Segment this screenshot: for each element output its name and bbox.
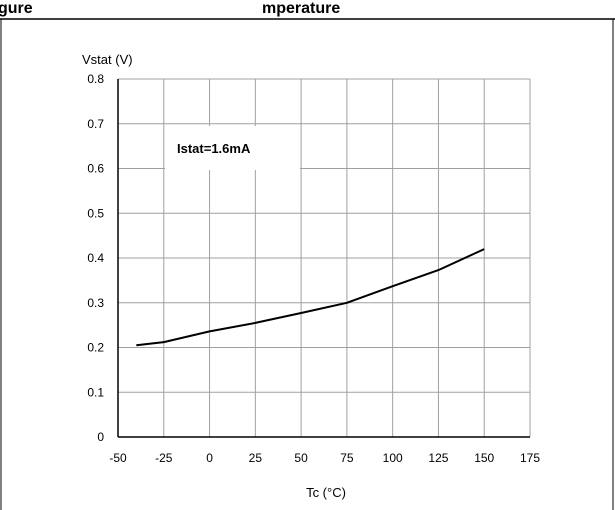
- x-tick-label: 50: [294, 451, 308, 465]
- y-axis-title: Vstat (V): [82, 52, 133, 67]
- x-tick-labels: -50 -25 0 25 50 75 100 125 150 175: [109, 451, 540, 465]
- y-tick-label: 0: [97, 430, 104, 444]
- x-tick-label: 150: [474, 451, 494, 465]
- x-tick-label: 25: [249, 451, 263, 465]
- x-axis-title: Tc (°C): [306, 485, 346, 500]
- y-tick-label: 0.2: [87, 341, 104, 355]
- y-tick-labels: 0 0.1 0.2 0.3 0.4 0.5 0.6 0.7 0.8: [87, 72, 104, 444]
- x-tick-label: 175: [520, 451, 540, 465]
- y-tick-label: 0.8: [87, 72, 104, 86]
- plot-frame: [117, 78, 531, 438]
- y-tick-label: 0.3: [87, 296, 104, 310]
- series-group: [136, 248, 485, 347]
- x-tick-label: 100: [383, 451, 403, 465]
- series-line: [136, 248, 485, 347]
- x-tick-label: -50: [109, 451, 127, 465]
- annotation-label: Istat=1.6mA: [177, 141, 251, 156]
- annotation-background: [165, 126, 300, 170]
- y-tick-label: 0.1: [87, 385, 104, 399]
- x-tick-label: 125: [428, 451, 448, 465]
- y-tick-label: 0.6: [87, 162, 104, 176]
- y-tick-label: 0.4: [87, 251, 104, 265]
- y-tick-label: 0.5: [87, 206, 104, 220]
- x-tick-label: -25: [155, 451, 173, 465]
- y-tick-label: 0.7: [87, 117, 104, 131]
- figure-title: gure: [0, 0, 33, 17]
- x-tick-label: 0: [206, 451, 213, 465]
- x-tick-label: 75: [340, 451, 354, 465]
- figure-subtitle: mperature: [262, 0, 340, 17]
